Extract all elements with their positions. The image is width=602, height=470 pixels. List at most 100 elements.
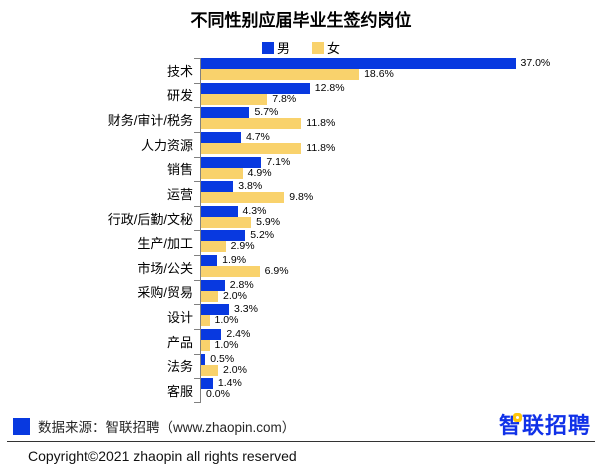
bar-row: 4.3% — [201, 205, 602, 217]
female-bar — [201, 241, 226, 253]
value-label: 0.5% — [210, 352, 235, 365]
female-bar — [201, 315, 210, 327]
female-bar — [201, 167, 243, 179]
chart-row: 销售 7.1% 4.9% — [0, 156, 602, 182]
female-bar — [201, 216, 252, 228]
bar-row: 5.2% — [201, 229, 602, 242]
male-bar — [201, 156, 262, 168]
category-label: 技术 — [166, 63, 193, 79]
category-label: 财务/审计/税务 — [107, 113, 193, 129]
value-label: 2.8% — [229, 278, 254, 291]
value-label: 2.4% — [226, 327, 251, 340]
bar-group: 1.9% 6.9% — [194, 255, 602, 280]
value-label: 2.0% — [223, 289, 247, 302]
bar-row: 4.9% — [201, 166, 602, 179]
bar-group: 5.2% 2.9% — [194, 229, 602, 255]
bar-row: 37.0% — [201, 58, 602, 69]
bar-row: 0.5% — [201, 352, 602, 365]
source-marker-icon — [13, 417, 30, 435]
bar-row: 11.8% — [201, 142, 602, 154]
legend-item-female: 女 — [312, 38, 340, 57]
value-label: 3.3% — [234, 303, 258, 316]
category-label: 客服 — [166, 383, 193, 399]
category-label: 产品 — [166, 334, 193, 350]
value-label: 12.8% — [314, 81, 345, 94]
category-label: 人力资源 — [140, 137, 193, 153]
category-label: 法务 — [166, 359, 193, 375]
category-label: 设计 — [166, 310, 193, 326]
bar-row: 18.6% — [201, 69, 602, 80]
chart-row: 设计 3.3% 1.0% — [0, 304, 602, 329]
value-label: 2.0% — [223, 363, 247, 376]
bar-group: 5.7% 11.8% — [194, 106, 602, 132]
male-bar — [201, 131, 241, 143]
category-label: 运营 — [166, 186, 193, 202]
value-label: 1.4% — [217, 377, 242, 390]
value-label: 0.0% — [206, 388, 230, 401]
legend: 男 女 — [0, 38, 602, 57]
female-bar — [201, 266, 260, 277]
female-bar — [201, 69, 360, 80]
male-bar — [201, 328, 222, 340]
male-bar — [201, 304, 230, 316]
category-label: 生产/加工 — [137, 236, 193, 252]
category-label: 市场/公关 — [137, 260, 193, 276]
bar-row: 5.7% — [201, 106, 602, 119]
value-label: 37.0% — [520, 57, 551, 69]
zhaopin-logo: 智联招聘 — [499, 413, 591, 439]
value-label: 7.8% — [272, 92, 297, 105]
bar-group: 4.7% 11.8% — [194, 131, 602, 157]
value-label: 1.0% — [214, 338, 239, 351]
legend-female-label: 女 — [327, 41, 341, 56]
female-swatch-icon — [312, 41, 324, 54]
female-bar — [201, 339, 210, 351]
chart-row: 法务 0.5% 2.0% — [0, 352, 602, 379]
bar-row: 9.8% — [201, 191, 602, 204]
value-label: 2.9% — [230, 240, 255, 253]
bar-row: 12.8% — [201, 81, 602, 94]
chart-row: 运营 3.8% 9.8% — [0, 181, 602, 206]
bar-row: 3.3% — [201, 303, 602, 316]
bar-row: 1.9% — [201, 255, 602, 266]
male-bar — [201, 82, 310, 94]
chart-title: 不同性别应届毕业生签约岗位 — [190, 11, 412, 30]
value-label: 9.8% — [289, 191, 314, 204]
value-label: 4.9% — [247, 166, 272, 179]
value-label: 18.6% — [364, 68, 394, 80]
bar-row: 5.9% — [201, 216, 602, 228]
source-row: 数据来源：智联招聘（www.zhaopin.com） 智联招聘 — [13, 413, 591, 439]
chart-row: 生产/加工 5.2% 2.9% — [0, 230, 602, 255]
bar-row: 2.0% — [201, 363, 602, 376]
female-bar — [201, 93, 268, 105]
legend-male-label: 男 — [276, 41, 290, 56]
bar-group: 37.0% 18.6% — [194, 58, 602, 83]
value-label: 5.7% — [254, 106, 279, 119]
value-label: 5.2% — [250, 229, 275, 242]
bar-row: 2.0% — [201, 289, 602, 302]
male-bar — [201, 279, 225, 291]
male-bar — [201, 107, 250, 119]
female-bar — [201, 118, 302, 130]
chart-row: 技术 37.0% 18.6% — [0, 58, 602, 83]
category-label: 采购/贸易 — [137, 285, 193, 301]
bar-group: 2.4% 1.0% — [194, 327, 602, 354]
bar-group: 4.3% 5.9% — [194, 205, 602, 231]
male-bar — [201, 230, 246, 242]
category-label: 研发 — [166, 88, 193, 104]
bar-row: 1.0% — [201, 314, 602, 327]
bar-row: 2.4% — [201, 327, 602, 340]
bar-row: 11.8% — [201, 118, 602, 130]
bar-row: 3.8% — [201, 181, 602, 193]
bar-row: 1.0% — [201, 338, 602, 351]
copyright-text: Copyright©2021 zhaopin all rights reserv… — [28, 448, 297, 464]
male-bar — [201, 353, 206, 365]
bar-row: 7.1% — [201, 156, 602, 168]
bar-row: 2.8% — [201, 278, 602, 291]
chart-row: 研发 12.8% 7.8% — [0, 81, 602, 108]
category-label: 销售 — [166, 162, 193, 178]
value-label: 1.0% — [214, 314, 239, 327]
chart-row: 采购/贸易 2.8% 2.0% — [0, 278, 602, 305]
bar-row: 1.4% — [201, 377, 602, 390]
value-label: 1.9% — [222, 254, 247, 266]
bar-group: 3.3% 1.0% — [194, 303, 602, 329]
